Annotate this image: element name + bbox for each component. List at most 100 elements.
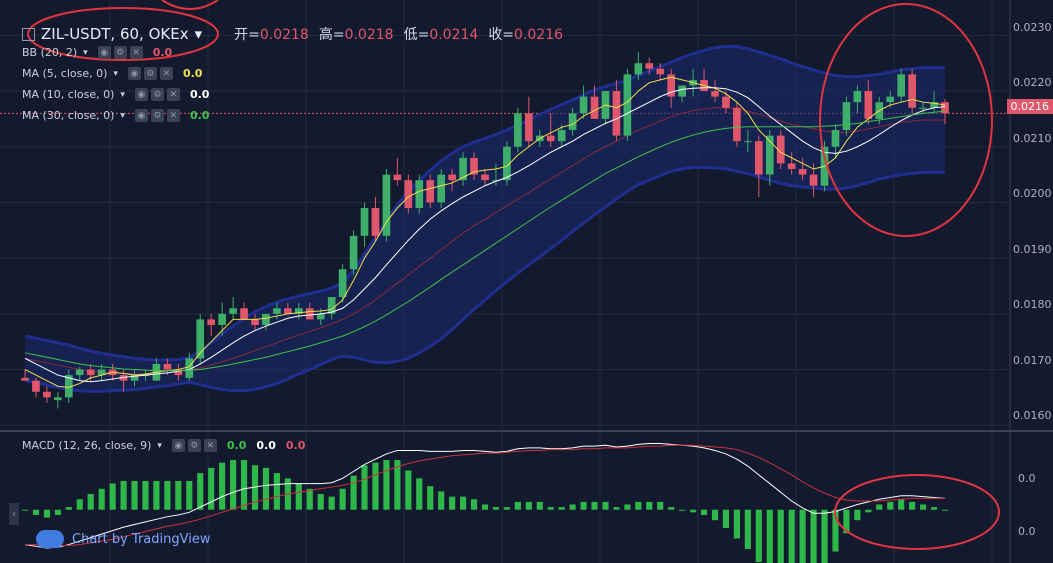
macd-histogram-bar	[766, 509, 773, 563]
macd-histogram-bar	[525, 501, 532, 510]
close-icon[interactable]: ✕	[129, 46, 143, 59]
candle-body	[43, 391, 51, 398]
candle-body	[546, 135, 555, 142]
macd-histogram-bar	[580, 501, 587, 510]
eye-icon[interactable]: ◉	[134, 88, 148, 101]
macd-histogram-bar	[164, 480, 171, 510]
price-tick: 0.0220	[1013, 76, 1052, 89]
candle-body	[645, 63, 654, 69]
macd-histogram-bar	[481, 504, 489, 510]
macd-histogram-bar	[262, 467, 270, 510]
candle-body	[305, 308, 314, 320]
candle-body	[75, 369, 84, 376]
candle-body	[557, 130, 566, 142]
eye-icon[interactable]: ◉	[134, 109, 148, 122]
ohlc-readout: 开=0.0218 高=0.0218 低=0.0214 收=0.0216	[234, 24, 563, 44]
macd-histogram-bar	[941, 509, 949, 511]
candle-body	[360, 208, 369, 236]
indicator-ma30[interactable]: MA (30, close, 0) ▾ ◉ ⚙ ✕ 0.0	[22, 109, 209, 122]
macd-histogram-bar	[700, 509, 708, 515]
gear-icon[interactable]: ⚙	[150, 88, 164, 101]
candle-body	[404, 180, 413, 209]
candle-body	[196, 319, 205, 359]
chevron-down-icon[interactable]: ▾	[83, 47, 88, 58]
macd-line	[24, 442, 946, 549]
candle-body	[809, 174, 818, 186]
collapse-handle[interactable]: ‹	[9, 503, 19, 525]
close-icon[interactable]: ✕	[166, 88, 180, 101]
macd-histogram-bar	[547, 507, 554, 510]
candle-body	[765, 135, 774, 175]
gear-icon[interactable]: ⚙	[113, 46, 127, 59]
indicator-ma10[interactable]: MA (10, close, 0) ▾ ◉ ⚙ ✕ 0.0	[22, 88, 209, 101]
candle-body	[338, 269, 347, 298]
close-label: 收=	[488, 27, 515, 43]
macd-histogram-bar	[514, 501, 521, 510]
indicator-bb[interactable]: BB (20, 2) ▾ ◉ ⚙ ✕ 0.0	[22, 46, 172, 59]
candle-body	[54, 397, 62, 401]
close-icon[interactable]: ✕	[203, 439, 217, 452]
chevron-down-icon[interactable]: ▾	[194, 25, 203, 43]
close-icon[interactable]: ✕	[159, 67, 173, 80]
candle-body	[229, 308, 237, 314]
macd-histogram-bar	[744, 509, 751, 549]
price-tick: 0.0190	[1013, 243, 1052, 256]
candle-body	[754, 141, 763, 175]
price-tick: 0.0170	[1013, 354, 1052, 367]
eye-icon[interactable]: ◉	[171, 439, 185, 452]
macd-tick: 0.0	[1018, 472, 1036, 485]
indicator-value: 0.0	[152, 46, 173, 59]
macd-histogram-bar	[668, 507, 675, 510]
candle-body	[864, 91, 873, 119]
macd-histogram-bar	[120, 480, 127, 510]
gear-icon[interactable]: ⚙	[143, 67, 157, 80]
indicator-ma5[interactable]: MA (5, close, 0) ▾ ◉ ⚙ ✕ 0.0	[22, 67, 202, 80]
gear-icon[interactable]: ⚙	[187, 439, 201, 452]
candle-body	[459, 157, 467, 181]
current-price-tag: 0.0216	[1006, 99, 1053, 114]
candle-body	[612, 91, 621, 136]
open-value: 0.0218	[259, 27, 309, 43]
tradingview-watermark[interactable]: Chart by TradingView	[36, 530, 210, 548]
ma30-line	[24, 110, 946, 372]
chevron-down-icon[interactable]: ▾	[120, 89, 125, 100]
chevron-down-icon[interactable]: ▾	[120, 110, 125, 121]
close-icon[interactable]: ✕	[166, 109, 180, 122]
gear-icon[interactable]: ⚙	[150, 109, 164, 122]
macd-histogram-bar	[438, 491, 445, 510]
macd-histogram-bar	[405, 470, 412, 510]
macd-histogram-bar	[427, 486, 434, 510]
indicator-value: 0.0	[189, 109, 210, 122]
macd-histogram-bar	[295, 483, 302, 510]
macd-histogram-bar	[240, 460, 248, 510]
moving-averages	[24, 76, 946, 388]
annotation-arc	[161, 0, 219, 10]
indicator-label: MA (5, close, 0)	[22, 67, 108, 80]
eye-icon[interactable]: ◉	[127, 67, 141, 80]
candle-body	[930, 102, 938, 108]
low-label: 低=	[403, 27, 430, 43]
candle-body	[776, 135, 785, 164]
indicator-macd[interactable]: MACD (12, 26, close, 9) ▾ ◉ ⚙ ✕ 0.0 0.0 0.…	[22, 439, 305, 452]
chevron-down-icon[interactable]: ▾	[113, 68, 118, 79]
eye-icon[interactable]: ◉	[97, 46, 111, 59]
macd-histogram-bar	[109, 483, 116, 510]
price-tick: 0.0180	[1013, 298, 1052, 311]
close-value: 0.0216	[514, 27, 564, 43]
macd-histogram-bar	[887, 501, 894, 510]
candle-body	[240, 308, 248, 320]
symbol-selector[interactable]: ZIL-USDT, 60, OKEx ▾	[22, 25, 202, 43]
macd-tick: 0.0	[1018, 525, 1036, 538]
macd-histogram-bar	[821, 509, 828, 563]
candle-body	[64, 375, 73, 398]
price-tick: 0.0230	[1013, 21, 1052, 34]
indicator-value: 0.0	[182, 67, 203, 80]
macd-pane	[21, 442, 949, 563]
chevron-down-icon[interactable]: ▾	[157, 440, 162, 451]
candle-body	[86, 369, 95, 376]
checkbox-icon[interactable]	[22, 27, 35, 41]
macd-histogram-bar	[361, 465, 368, 510]
macd-histogram-bar	[503, 507, 510, 510]
indicator-label: MA (30, close, 0)	[22, 109, 115, 122]
